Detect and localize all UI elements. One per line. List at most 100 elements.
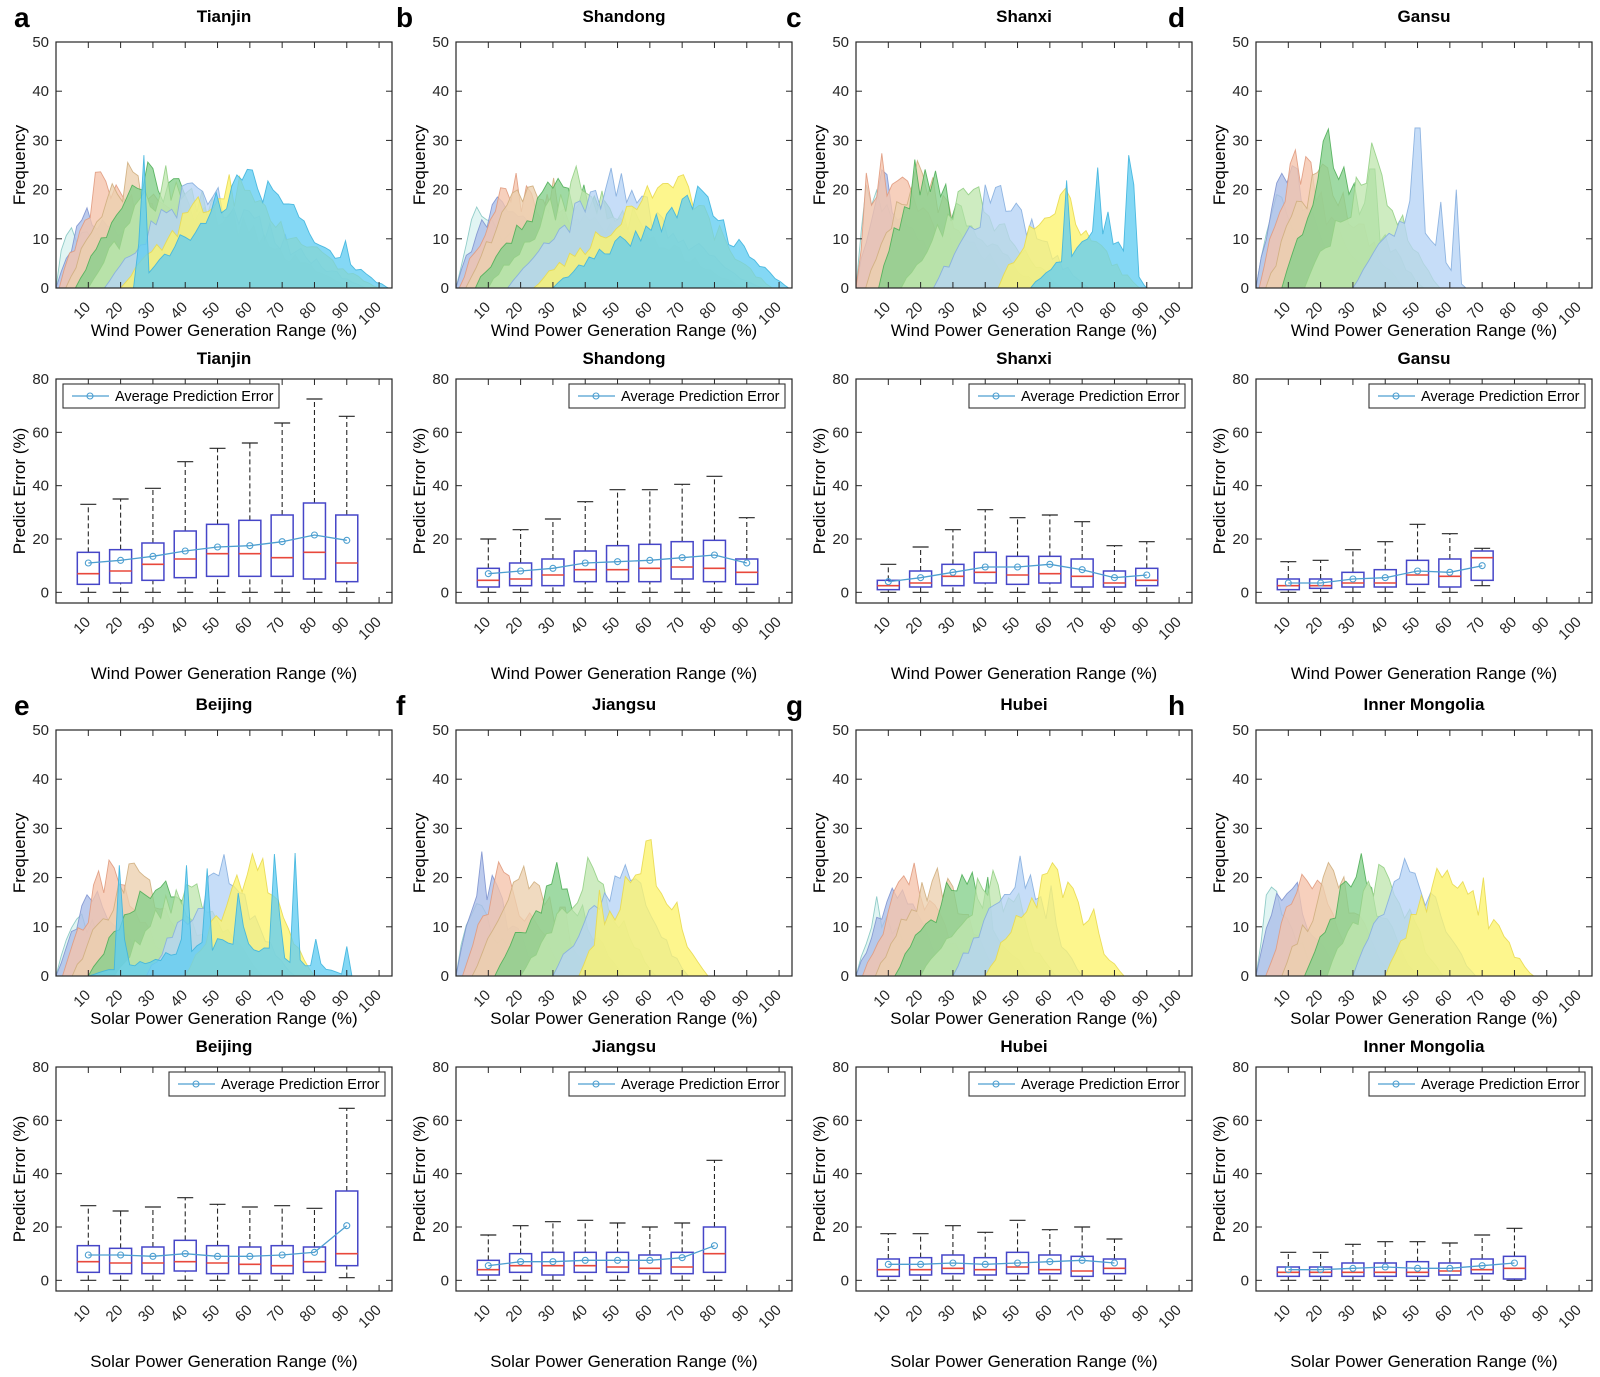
y-tick-label: 50 [32, 722, 49, 739]
x-axis-label: Solar Power Generation Range (%) [490, 1352, 758, 1371]
y-tick-label: 20 [32, 182, 49, 199]
error-subchart: Shanxi Predict Error (%) 10 20 30 40 50 60 70 80 9… [800, 345, 1200, 688]
box [702, 1226, 727, 1274]
x-tick-label: 90 [329, 987, 353, 1011]
x-tick-label: 20 [903, 987, 927, 1011]
x-tick-label: 30 [135, 1302, 159, 1326]
x-tick-label: 40 [1367, 614, 1391, 638]
y-tick-label: 0 [841, 280, 849, 297]
x-tick-label: 80 [1496, 614, 1520, 638]
y-tick-label: 30 [1232, 820, 1249, 837]
axes-frame [55, 1066, 393, 1292]
boxplot-chart: 10 20 30 40 50 60 70 80 90 100 0 20 40 60 80 Average Pr… [432, 1059, 793, 1332]
x-tick-label: 10 [1270, 1302, 1294, 1326]
x-tick-label: 40 [167, 299, 191, 323]
box [1276, 578, 1301, 591]
y-tick-label: 20 [32, 870, 49, 887]
mean-marker [1381, 574, 1389, 582]
boxplot-chart: 10 20 30 40 50 60 70 80 90 100 0 20 40 60 80 Average Pr… [32, 1059, 393, 1332]
y-tick-label: 40 [432, 1166, 449, 1183]
box [573, 1251, 597, 1274]
chart-title: Jiangsu [591, 1037, 657, 1056]
x-tick-label: 70 [664, 614, 688, 638]
panel-letter-h: h [1168, 690, 1186, 721]
box [1070, 1255, 1094, 1278]
x-tick-label: 40 [167, 1302, 191, 1326]
y-tick-label: 40 [32, 1166, 49, 1183]
error-subchart: Shandong Predict Error (%) 10 20 30 40 50 60 70 8… [400, 345, 800, 688]
x-tick-label: 80 [1496, 987, 1520, 1011]
mean-marker [1510, 1259, 1519, 1267]
mean-marker [581, 1256, 589, 1264]
y-tick-label: 0 [441, 584, 449, 601]
x-tick-label: 20 [103, 1302, 127, 1326]
chart-title: Beijing [195, 695, 253, 714]
y-tick-label: 20 [1232, 1219, 1249, 1236]
axes-frame [455, 41, 793, 289]
y-tick-label: 10 [432, 231, 449, 248]
x-tick-label: 50 [200, 1302, 224, 1326]
x-tick-label: 50 [600, 987, 624, 1011]
box [335, 1190, 359, 1267]
y-tick-label: 0 [841, 1272, 849, 1289]
x-axis-label: Wind Power Generation Range (%) [890, 664, 1158, 683]
chart-title: Beijing [195, 1037, 253, 1056]
mean-marker [710, 1242, 719, 1250]
x-tick-label: 70 [664, 299, 688, 323]
x-axis-label: Wind Power Generation Range (%) [90, 664, 358, 683]
legend-label: Average Prediction Error [621, 389, 780, 405]
mean-marker [84, 559, 92, 567]
x-tick-label: 40 [967, 987, 991, 1011]
x-tick-label: 40 [567, 987, 591, 1011]
axes-frame [455, 378, 793, 604]
y-tick-label: 0 [441, 968, 449, 985]
x-tick-label: 40 [1367, 987, 1391, 1011]
mean-marker [1078, 1256, 1086, 1264]
x-tick-label: 20 [1303, 987, 1327, 1011]
y-tick-label: 80 [832, 371, 849, 388]
frequency-subchart: Jiangsu Frequency 10 20 30 40 50 60 70 80 90 100 0 10… [400, 688, 800, 1033]
legend-label: Average Prediction Error [621, 1077, 780, 1093]
y-tick-label: 30 [32, 820, 49, 837]
x-tick-label: 60 [1032, 614, 1056, 638]
x-tick-label: 90 [1129, 987, 1153, 1011]
area-layer [551, 185, 791, 289]
x-tick-label: 80 [296, 987, 320, 1011]
legend-label: Average Prediction Error [1421, 389, 1580, 405]
x-axis-label: Solar Power Generation Range (%) [90, 1009, 358, 1028]
panel-e: Beijing Frequency 10 20 30 40 50 60 70 80 90 100 0 10… [0, 688, 400, 1376]
x-tick-label: 90 [729, 614, 753, 638]
mean-marker [1478, 1262, 1486, 1270]
y-tick-label: 0 [441, 1272, 449, 1289]
x-axis-label: Wind Power Generation Range (%) [90, 321, 358, 340]
x-axis-label: Wind Power Generation Range (%) [490, 664, 758, 683]
area-layer [88, 852, 354, 977]
x-tick-label: 30 [1335, 299, 1359, 323]
x-tick-label: 80 [1096, 299, 1120, 323]
x-tick-label: 100 [1555, 614, 1585, 644]
x-tick-label: 30 [935, 1302, 959, 1326]
box [1102, 570, 1127, 588]
x-tick-label: 30 [935, 987, 959, 1011]
x-tick-label: 60 [1432, 1302, 1456, 1326]
boxplot-chart: 10 20 30 40 50 60 70 80 90 100 0 20 40 60 80 Average Pr… [32, 371, 393, 644]
mean-marker [213, 1252, 222, 1260]
mean-marker [981, 1260, 989, 1268]
x-tick-label: 10 [1270, 987, 1294, 1011]
x-axis-label: Solar Power Generation Range (%) [1290, 1009, 1558, 1028]
x-tick-label: 50 [200, 299, 224, 323]
x-tick-label: 70 [1464, 299, 1488, 323]
mean-marker [678, 1254, 686, 1262]
x-tick-label: 90 [329, 614, 353, 638]
legend-label: Average Prediction Error [115, 389, 274, 405]
area-layer [1030, 155, 1148, 289]
x-tick-label: 100 [1155, 1302, 1185, 1332]
x-tick-label: 10 [870, 614, 894, 638]
legend-label: Average Prediction Error [1021, 389, 1180, 405]
panel-letter-d: d [1168, 2, 1186, 33]
panel-letter-e: e [14, 690, 30, 721]
x-tick-label: 90 [729, 299, 753, 323]
x-tick-label: 100 [1155, 614, 1185, 644]
